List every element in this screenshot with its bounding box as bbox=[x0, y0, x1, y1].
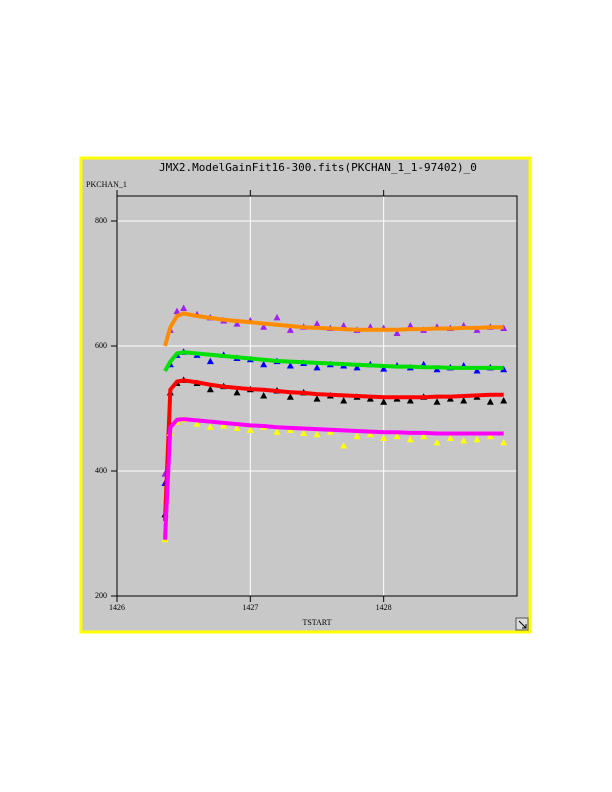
point bbox=[313, 363, 321, 371]
point bbox=[233, 388, 241, 396]
point bbox=[206, 385, 214, 393]
point bbox=[473, 367, 481, 374]
resize-arrow bbox=[518, 620, 527, 629]
point bbox=[286, 362, 294, 369]
point bbox=[446, 434, 454, 441]
point bbox=[340, 322, 348, 329]
y-tick-label: 800 bbox=[95, 216, 107, 225]
point bbox=[173, 307, 181, 315]
point bbox=[286, 393, 294, 400]
point bbox=[433, 438, 441, 446]
point bbox=[260, 360, 268, 368]
fit-line bbox=[163, 417, 504, 540]
resize-icon[interactable] bbox=[515, 617, 529, 631]
point bbox=[500, 397, 508, 404]
plot-frame bbox=[116, 195, 518, 597]
point bbox=[473, 435, 481, 443]
point bbox=[393, 432, 401, 440]
point bbox=[300, 429, 308, 436]
fit-line bbox=[163, 378, 504, 522]
point bbox=[486, 398, 494, 405]
point bbox=[273, 428, 281, 435]
point bbox=[206, 357, 214, 365]
fit-line bbox=[163, 311, 504, 347]
y-tick-label: 200 bbox=[95, 591, 107, 600]
point bbox=[260, 323, 268, 330]
x-axis-label: TSTART bbox=[302, 618, 331, 627]
y-tick-label: 400 bbox=[95, 466, 107, 475]
point bbox=[406, 397, 414, 404]
point bbox=[486, 432, 494, 440]
point bbox=[420, 432, 428, 440]
point bbox=[340, 397, 348, 404]
point bbox=[313, 395, 321, 402]
point bbox=[460, 437, 468, 444]
point bbox=[246, 426, 254, 433]
point bbox=[380, 398, 388, 405]
x-tick-label: 1427 bbox=[242, 603, 258, 612]
chart-title: JMX2.ModelGainFit16-300.fits(PKCHAN_1_1-… bbox=[159, 161, 477, 174]
point bbox=[313, 430, 321, 438]
point bbox=[313, 320, 321, 327]
point bbox=[353, 432, 361, 440]
point bbox=[366, 430, 374, 438]
point bbox=[260, 392, 268, 399]
point bbox=[353, 363, 361, 371]
fit-line bbox=[163, 350, 504, 372]
y-tick-label: 600 bbox=[95, 341, 107, 350]
point bbox=[193, 420, 201, 427]
point bbox=[233, 320, 241, 327]
point bbox=[220, 422, 228, 429]
point bbox=[406, 322, 414, 329]
point bbox=[273, 313, 281, 321]
point bbox=[380, 434, 388, 441]
point bbox=[433, 398, 441, 405]
point bbox=[180, 304, 188, 311]
point bbox=[286, 326, 294, 333]
point bbox=[406, 435, 414, 443]
point bbox=[500, 438, 508, 446]
point bbox=[206, 423, 214, 430]
point bbox=[380, 365, 388, 372]
point bbox=[340, 442, 348, 449]
x-tick-label: 1426 bbox=[109, 603, 125, 612]
x-tick-label: 1428 bbox=[376, 603, 392, 612]
point bbox=[393, 329, 401, 336]
point bbox=[460, 397, 468, 404]
point bbox=[233, 424, 241, 431]
y-axis-label: PKCHAN_1 bbox=[86, 180, 127, 189]
